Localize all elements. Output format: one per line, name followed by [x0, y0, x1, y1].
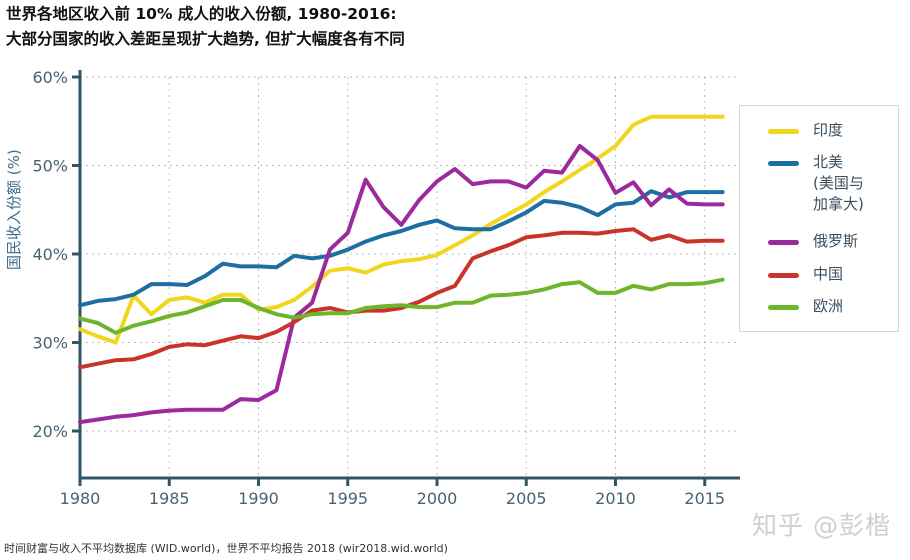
y-tick-label: 50%: [32, 157, 68, 176]
series-line-欧洲: [78, 277, 725, 335]
series-lines: [78, 114, 725, 425]
legend-swatch: [768, 305, 799, 310]
title-line-1: 世界各地区收入前 10% 成人的收入份额, 1980-2016:: [6, 5, 397, 23]
x-tick-label: 2000: [417, 489, 458, 508]
x-tick-label: 2005: [506, 489, 547, 508]
legend: 印度北美 (美国与 加拿大) 俄罗斯中国欧洲: [739, 105, 899, 332]
y-tick-label: 40%: [32, 245, 68, 264]
grid-lines: [80, 76, 740, 478]
x-tick-label: 1990: [238, 489, 279, 508]
y-tick-label: 20%: [32, 422, 68, 441]
legend-item: 北美 (美国与 加拿大): [740, 152, 864, 215]
series-line-俄罗斯: [78, 144, 725, 425]
legend-label: 俄罗斯: [813, 232, 859, 250]
x-tick-label: 1985: [149, 489, 190, 508]
series-line-北美: [78, 189, 725, 308]
axes: [72, 70, 740, 486]
legend-item: 俄罗斯: [740, 231, 858, 252]
legend-item: 中国: [740, 264, 843, 285]
legend-swatch: [768, 240, 799, 245]
chart-title: 世界各地区收入前 10% 成人的收入份额, 1980-2016: 大部分国家的收…: [6, 2, 405, 52]
legend-swatch: [768, 129, 799, 134]
legend-swatch: [768, 273, 799, 278]
legend-label: 印度: [813, 121, 844, 139]
series-line-中国: [78, 227, 725, 370]
title-line-2: 大部分国家的收入差距呈现扩大趋势, 但扩大幅度各有不同: [6, 30, 405, 48]
tick-labels: 20% 30% 40% 50% 60% 1980 1985 1990 1995 2000 2005 2…: [32, 68, 725, 508]
legend-item: 印度: [740, 120, 843, 141]
y-tick-label: 60%: [32, 68, 68, 87]
x-tick-label: 1995: [327, 489, 368, 508]
y-tick-label: 30%: [32, 334, 68, 353]
legend-label: 中国: [813, 265, 844, 283]
x-tick-label: 1980: [60, 489, 101, 508]
series-line-印度: [78, 114, 725, 345]
legend-label: 欧洲: [813, 297, 844, 315]
legend-swatch: [768, 161, 799, 166]
legend-item: 欧洲: [740, 296, 843, 317]
source-note: 时间财富与收入不平均数据库 (WID.world)，世界不平均报告 2018 (…: [4, 542, 448, 555]
watermark: 知乎 @彭楷: [752, 511, 891, 540]
x-tick-label: 2010: [595, 489, 636, 508]
x-tick-label: 2015: [684, 489, 725, 508]
legend-label: 北美 (美国与 加拿大): [813, 153, 864, 213]
